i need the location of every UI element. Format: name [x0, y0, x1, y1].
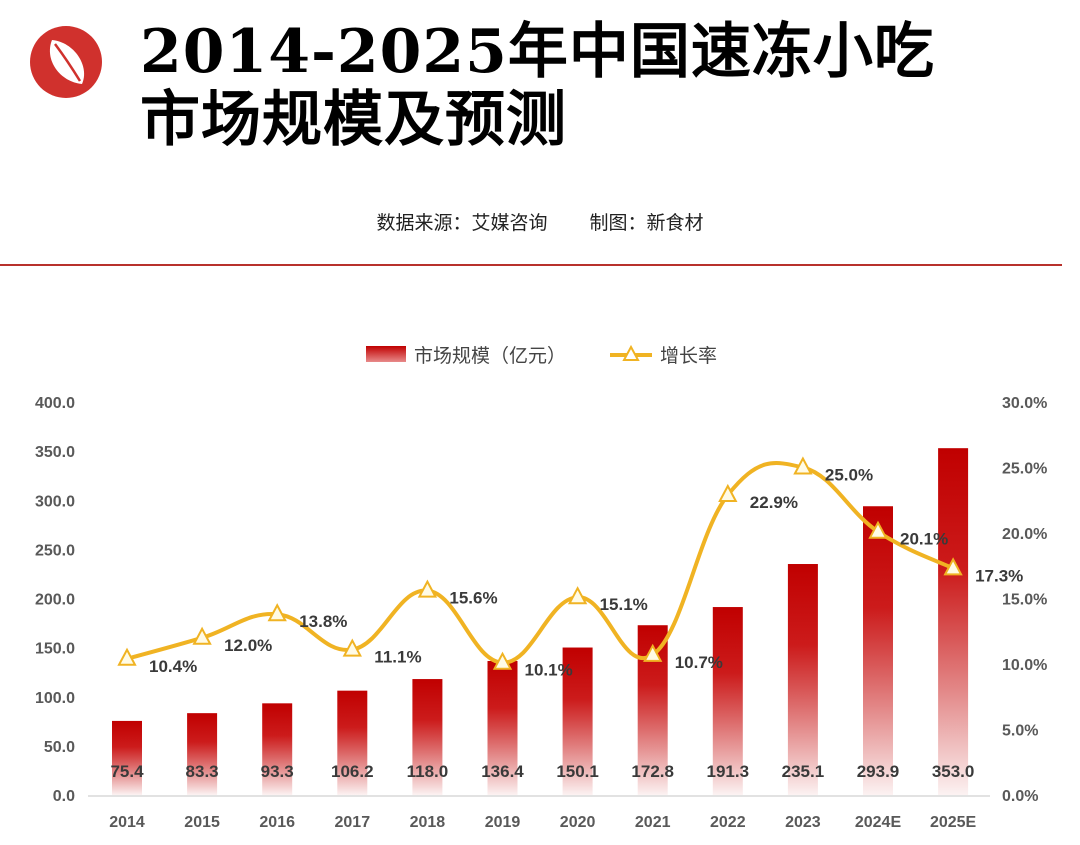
- growth-marker-2020: [567, 586, 588, 605]
- growth-marker-2015: [192, 626, 212, 645]
- x-tick-label: 2023: [785, 814, 821, 831]
- growth-value-label: 20.1%: [900, 530, 948, 549]
- bar-2024E: [863, 506, 893, 795]
- growth-value-label: 10.7%: [675, 653, 723, 672]
- x-tick-label: 2021: [635, 814, 671, 831]
- left-axis-tick-label: 400.0: [35, 395, 75, 412]
- growth-marker-2021: [643, 643, 663, 662]
- title-line-1: 2014-2025年中国速冻小吃: [140, 17, 935, 87]
- bar-2018: [412, 679, 443, 795]
- left-axis-tick-label: 200.0: [35, 592, 75, 609]
- left-axis-tick-label: 50.0: [44, 739, 75, 756]
- x-tick-label: 2016: [259, 814, 295, 831]
- right-axis-tick-label: 20.0%: [1002, 526, 1047, 543]
- bar-value-label: 150.1: [556, 762, 599, 781]
- brand-logo: [30, 26, 102, 98]
- growth-marker-2019: [492, 651, 513, 670]
- growth-value-label: 15.1%: [600, 595, 648, 614]
- x-axis-labels: 2014 2015 2016 2017 2018 2019 2020 2021 2022 2023…: [109, 814, 976, 831]
- growth-value-label: 25.0%: [825, 466, 873, 485]
- source-line: 数据来源：艾媒咨询 制图：新食材: [0, 208, 1080, 235]
- right-axis-tick-label: 10.0%: [1002, 657, 1047, 674]
- page-title: 2014-2025年中国速冻小吃 市场规模及预测: [140, 18, 935, 154]
- bar-2016: [262, 703, 293, 795]
- bar-value-label: 136.4: [481, 762, 524, 781]
- x-tick-label: 2014: [109, 814, 145, 831]
- bar-value-label: 106.2: [331, 762, 374, 781]
- x-tick-label: 2017: [335, 814, 371, 831]
- right-axis-tick-label: 0.0%: [1002, 788, 1038, 805]
- left-axis: 0.0 50.0 100.0 150.0 200.0 250.0 300.0 350.0 400…: [35, 395, 75, 805]
- growth-value-label: 15.6%: [449, 589, 497, 608]
- data-source: 数据来源：艾媒咨询: [376, 212, 548, 234]
- leaf-icon: [49, 40, 85, 84]
- growth-rate-markers: [117, 456, 963, 670]
- growth-marker-2014: [117, 647, 137, 666]
- left-axis-tick-label: 100.0: [35, 690, 75, 707]
- growth-value-label: 17.3%: [975, 566, 1023, 585]
- x-tick-label: 2018: [410, 814, 446, 831]
- bar-value-label: 118.0: [407, 762, 449, 781]
- growth-value-label: 10.4%: [149, 657, 197, 676]
- bar-value-label: 93.3: [261, 762, 294, 781]
- bar-value-label: 191.3: [707, 762, 750, 781]
- title-line-2: 市场规模及预测: [140, 85, 567, 155]
- growth-marker-2018: [417, 579, 438, 598]
- bar-2019: [487, 660, 518, 795]
- bar-2014: [112, 720, 142, 795]
- bar-value-label: 83.3: [186, 762, 219, 781]
- bar-2023: [787, 564, 818, 795]
- legend-bar-swatch: [366, 346, 406, 362]
- left-axis-tick-label: 350.0: [35, 444, 75, 461]
- growth-marker-2023: [793, 456, 813, 475]
- growth-marker-2022: [718, 483, 738, 503]
- growth-rate-line: [126, 461, 954, 665]
- left-axis-tick-label: 150.0: [35, 641, 75, 658]
- left-axis-tick-label: 300.0: [35, 493, 75, 510]
- legend-triangle-marker: [622, 344, 640, 361]
- bar-value-label: 353.0: [932, 762, 975, 781]
- x-tick-label: 2024E: [855, 814, 902, 831]
- bar-value-label: 75.4: [110, 762, 144, 781]
- legend-label-market-size: 市场规模（亿元）: [414, 345, 566, 367]
- growth-rate-labels: 10.4% 12.0% 13.8% 11.1% 15.6% 10.1% 15.1% 10.7%…: [149, 466, 1023, 680]
- bar-value-label: 172.8: [631, 762, 674, 781]
- right-axis-tick-label: 25.0%: [1002, 461, 1047, 478]
- bar-2025E: [938, 448, 969, 795]
- growth-value-label: 10.1%: [525, 661, 573, 680]
- chart-credit: 制图：新食材: [589, 212, 704, 234]
- x-tick-label: 2015: [184, 814, 220, 831]
- x-tick-label: 2025E: [930, 814, 977, 831]
- right-axis-tick-label: 15.0%: [1002, 592, 1047, 609]
- bar-2020: [562, 647, 593, 795]
- left-axis-tick-label: 250.0: [35, 542, 75, 559]
- right-axis: 0.0% 5.0% 10.0% 15.0% 20.0% 25.0% 30.0%: [1002, 395, 1047, 805]
- bar-value-label: 293.9: [857, 762, 900, 781]
- x-tick-label: 2020: [560, 814, 596, 831]
- growth-marker-2017: [342, 638, 362, 657]
- bar-value-label: 235.1: [782, 762, 825, 781]
- right-axis-tick-label: 30.0%: [1002, 395, 1047, 412]
- growth-value-label: 11.1%: [374, 648, 421, 667]
- bar-2022: [712, 607, 743, 795]
- header-divider: [0, 264, 1062, 266]
- x-tick-label: 2022: [710, 814, 746, 831]
- bar-2017: [337, 690, 368, 795]
- growth-value-label: 22.9%: [750, 493, 798, 512]
- left-axis-tick-label: 0.0: [53, 788, 75, 805]
- growth-marker-2025E: [943, 557, 963, 576]
- bar-value-labels: 75.4 83.3 93.3 106.2 118.0 136.4 150.1 172.8 191…: [110, 762, 974, 781]
- legend: 市场规模（亿元） 增长率: [366, 344, 717, 367]
- growth-marker-2016: [267, 603, 287, 622]
- growth-value-label: 12.0%: [224, 636, 272, 655]
- legend-label-growth-rate: 增长率: [660, 345, 717, 367]
- growth-marker-2024E: [868, 520, 888, 539]
- bar-2015: [187, 713, 218, 795]
- right-axis-tick-label: 5.0%: [1002, 723, 1038, 740]
- growth-value-label: 13.8%: [299, 612, 347, 631]
- x-tick-label: 2019: [485, 814, 521, 831]
